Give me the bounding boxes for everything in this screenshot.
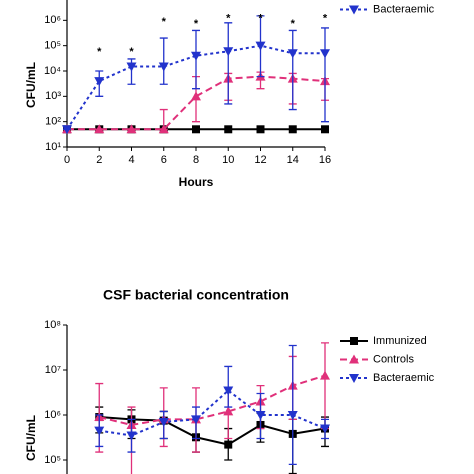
x-tick-label: 6 (161, 154, 167, 166)
marker (223, 386, 234, 396)
marker (255, 411, 266, 420)
marker (158, 124, 169, 134)
y-tick-label: 10⁴ (44, 65, 61, 77)
series-line (66, 44, 325, 130)
marker (320, 424, 330, 434)
marker (288, 125, 297, 134)
y-tick-label: 10⁵ (44, 40, 61, 52)
y-tick-label: 10² (45, 116, 61, 128)
x-tick-label: 14 (287, 154, 299, 166)
annotation: * (323, 12, 328, 24)
x-tick-label: 2 (96, 154, 102, 166)
plot-area (62, 15, 330, 135)
annotation: * (258, 12, 263, 24)
x-tick-label: 16 (319, 154, 331, 166)
legend-label: Immunized (373, 335, 427, 347)
x-tick-label: 0 (64, 154, 70, 166)
marker (320, 49, 330, 59)
annotation: * (194, 18, 199, 30)
marker (350, 337, 358, 345)
marker (320, 370, 330, 380)
marker (256, 125, 265, 134)
marker (158, 62, 169, 72)
marker (158, 417, 169, 427)
annotation: * (97, 46, 102, 58)
marker (126, 124, 137, 134)
marker (126, 431, 137, 441)
y-tick-label: 10⁶ (44, 409, 61, 421)
marker (126, 62, 137, 72)
marker (191, 91, 201, 101)
marker (192, 125, 200, 134)
x-tick-label: 10 (222, 154, 234, 166)
y-tick-label: 10³ (45, 90, 61, 102)
chart-title: CSF bacterial concentration (103, 287, 289, 303)
series-line (99, 389, 326, 437)
marker (94, 77, 105, 87)
marker (191, 415, 201, 425)
legend-label: Controls (373, 353, 414, 365)
marker (287, 411, 298, 420)
y-tick-label: 10⁵ (44, 454, 61, 466)
legend-label: Bacteraemic (373, 3, 435, 15)
annotation: * (226, 12, 231, 24)
marker (62, 125, 72, 135)
y-tick-label: 10⁶ (44, 14, 61, 26)
annotation: * (129, 46, 134, 58)
x-tick-label: 12 (254, 154, 266, 166)
marker (94, 426, 105, 436)
y-axis-label: CFU/mL (24, 62, 38, 108)
marker (223, 406, 234, 416)
y-tick-label: 10⁷ (45, 364, 61, 376)
series-line (99, 374, 326, 427)
y-tick-label: 10⁸ (44, 319, 61, 331)
error-bar (159, 37, 168, 85)
x-tick-label: 4 (128, 154, 134, 166)
x-tick-label: 8 (193, 154, 199, 166)
marker (224, 125, 233, 134)
y-tick-label: 10¹ (45, 141, 61, 153)
error-bar (224, 22, 233, 105)
marker (223, 47, 234, 57)
legend-label: Bacteraemic (373, 372, 435, 384)
marker (224, 440, 233, 449)
error-bar (321, 342, 329, 430)
x-axis-label: Hours (179, 175, 214, 189)
y-axis-label: CFU/mL (24, 415, 38, 461)
marker (349, 354, 359, 364)
error-bar (288, 29, 297, 111)
series-line (99, 416, 326, 446)
annotation: * (291, 18, 296, 30)
marker (191, 51, 201, 61)
annotation: * (162, 16, 167, 28)
marker (349, 374, 359, 383)
marker (287, 49, 298, 59)
error-bar (321, 27, 329, 123)
series-line (67, 75, 326, 131)
marker (94, 124, 105, 134)
marker (321, 125, 329, 134)
marker (349, 5, 359, 15)
marker (255, 41, 266, 51)
error-bar (288, 344, 297, 466)
plot-area (94, 342, 330, 474)
